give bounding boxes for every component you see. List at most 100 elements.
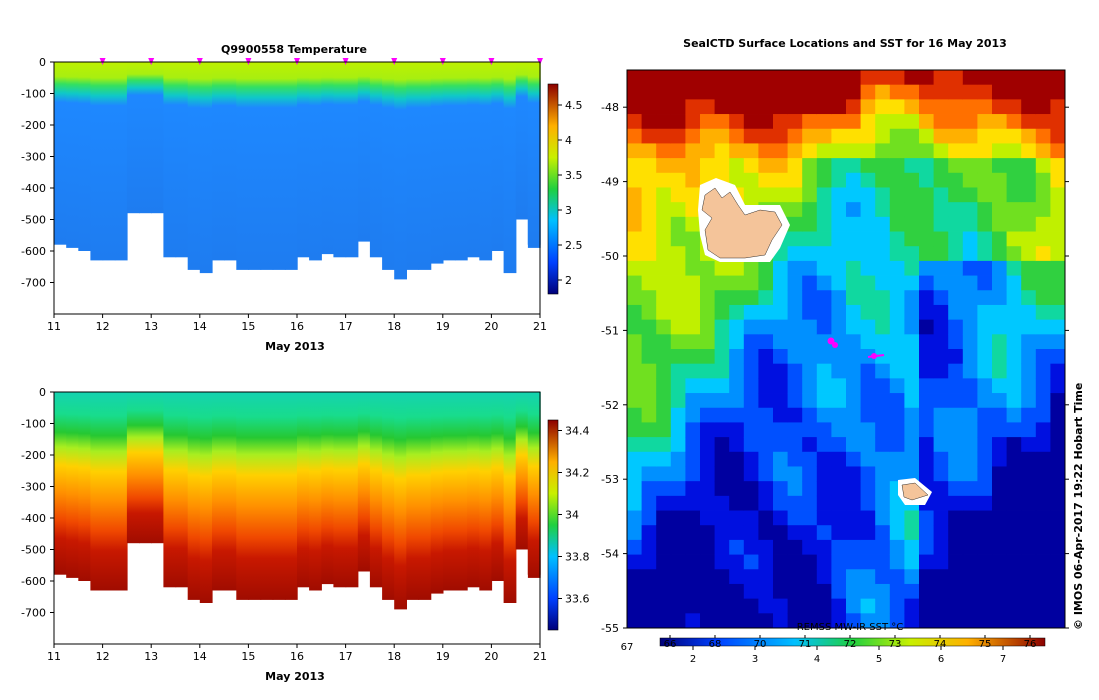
sst-cell (860, 128, 876, 144)
sst-cell (831, 246, 847, 262)
sst-cell (700, 481, 715, 497)
sst-cell (948, 290, 964, 306)
sst-cell (714, 481, 730, 497)
sst-cell (787, 495, 803, 511)
sst-cell (743, 495, 759, 511)
sst-cell (904, 99, 920, 115)
sst-cell (1021, 422, 1037, 438)
sst-cell (933, 363, 949, 379)
sst-cell (641, 231, 657, 247)
sst-cell (992, 70, 1007, 86)
temperature-x-tick-label: 20 (484, 320, 498, 333)
sst-cell (743, 363, 759, 379)
sst-cell (627, 99, 642, 115)
sst-cell (627, 349, 642, 365)
sst-cell (875, 378, 891, 394)
sst-cell (685, 569, 701, 585)
sst-cell (992, 437, 1007, 453)
salinity-y-tick-label: -200 (21, 449, 46, 462)
sst-cell (1021, 246, 1037, 262)
sst-cell (1035, 260, 1051, 276)
sst-cell (992, 510, 1007, 526)
sst-cell (992, 319, 1007, 335)
sst-cell (685, 525, 701, 541)
sst-cell (919, 525, 934, 541)
sst-cell (948, 202, 964, 218)
map-lat-tick-label: -49 (601, 176, 619, 189)
sst-cell (670, 407, 686, 423)
sst-cell (627, 422, 642, 438)
sst-cell (875, 334, 891, 350)
sst-cell (758, 510, 774, 526)
sst-cell (992, 598, 1007, 614)
sst-cell (948, 525, 964, 541)
sst-cell (1006, 334, 1022, 350)
sst-cell (948, 304, 964, 321)
sst-cell (816, 172, 832, 188)
sst-cell (831, 569, 847, 585)
sst-cell (904, 407, 920, 423)
sst-cell (1021, 158, 1037, 174)
sst-cell (816, 187, 832, 203)
sst-cell (860, 319, 876, 335)
sst-cell (758, 334, 774, 350)
sst-cell (831, 202, 847, 218)
sst-cell (1035, 334, 1051, 350)
salinity-profile-column (54, 392, 67, 575)
sst-cell (656, 187, 672, 203)
sst-cell (933, 554, 949, 570)
sst-cell (919, 99, 934, 115)
salinity-profile-column (102, 392, 116, 591)
sst-cell (846, 437, 861, 453)
sst-cell (729, 172, 745, 188)
sst-cell (802, 84, 818, 100)
sst-cell (743, 466, 759, 482)
sst-cell (846, 84, 861, 100)
sst-cell (904, 70, 920, 86)
sst-cell (977, 202, 993, 218)
sst-cell (773, 70, 788, 86)
sst-cell (992, 393, 1007, 409)
sst-cell (889, 231, 905, 247)
sst-cell (758, 319, 774, 335)
sst-cell (656, 525, 672, 541)
sst-cell (846, 569, 861, 585)
sst-cell (714, 407, 730, 423)
sst-cell (802, 99, 818, 115)
sst-cell (656, 378, 672, 394)
sst-cell (1035, 304, 1051, 321)
sst-cell (962, 495, 978, 511)
sst-cell (1021, 99, 1037, 115)
sst-cell (787, 246, 803, 262)
salinity-profile-column (90, 392, 104, 591)
salinity-profile-column (126, 392, 140, 544)
sst-cell (758, 275, 774, 291)
sst-cell (875, 275, 891, 291)
sst-cell (977, 172, 993, 188)
sst-cell (933, 202, 949, 218)
sst-cell (875, 304, 891, 321)
sst-cell (1050, 275, 1066, 291)
temperature-x-tick-label: 17 (339, 320, 353, 333)
sst-cell (846, 583, 861, 600)
temperature-y-axis: 0 -100 -200 -300 -400 -500 -600 -700 (21, 56, 54, 290)
sst-cell (846, 407, 861, 423)
sst-cell (656, 172, 672, 188)
sst-cell (714, 260, 730, 276)
sst-cell (758, 407, 774, 423)
sst-cell (743, 128, 759, 144)
sst-cell (656, 554, 672, 570)
sst-cell (904, 172, 920, 188)
sst-cell (627, 569, 642, 585)
sst-cell (1035, 275, 1051, 291)
sst-cell (656, 246, 672, 262)
sst-cell (743, 407, 759, 423)
sst-cell (802, 304, 818, 321)
sst-cell (875, 290, 891, 306)
temperature-profile-column (102, 62, 116, 261)
salinity-profile-column (151, 392, 164, 544)
sst-cell (641, 304, 657, 321)
sst-cell (962, 481, 978, 497)
sst-cell (1021, 260, 1037, 276)
sst-colorbar-bottom-ticks: 2 3 4 5 6 7 (690, 646, 1006, 665)
